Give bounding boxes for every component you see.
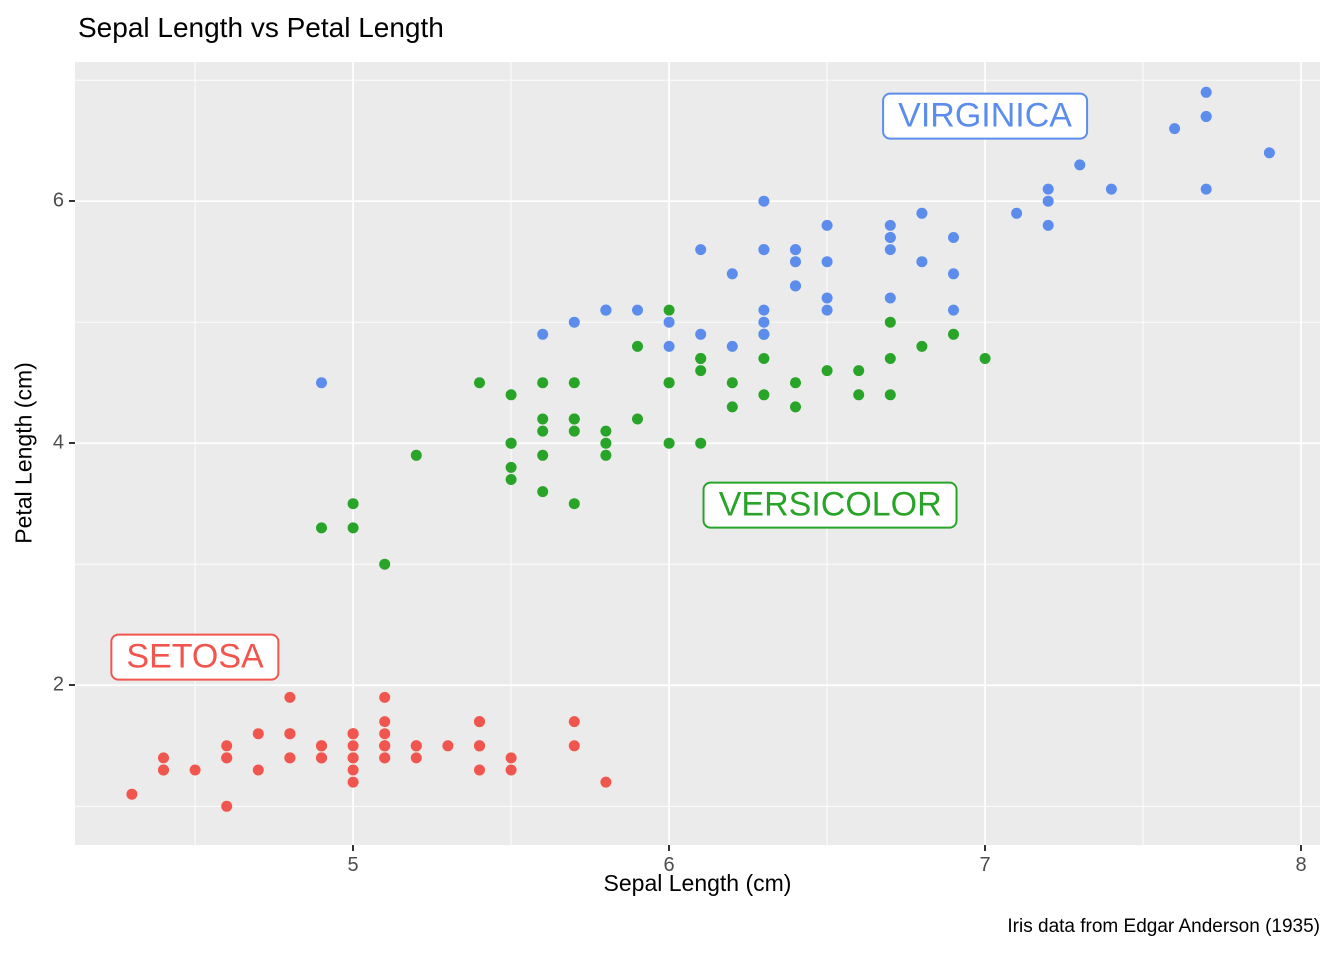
y-tick-mark: [69, 442, 75, 445]
x-axis-title: Sepal Length (cm): [603, 870, 792, 896]
x-tick-mark: [352, 845, 355, 851]
x-tick-label: 8: [1295, 854, 1307, 876]
y-tick-label: 2: [52, 673, 64, 696]
label-versicolor: VERSICOLOR: [702, 481, 958, 529]
y-tick-mark: [69, 200, 75, 203]
y-tick-label: 4: [52, 431, 64, 454]
x-tick-mark: [1300, 845, 1303, 851]
chart-caption: Iris data from Edgar Anderson (1935): [1007, 916, 1320, 937]
x-tick-label: 7: [979, 854, 991, 876]
label-setosa: SETOSA: [110, 634, 280, 681]
plot-svg: [75, 62, 1320, 845]
x-tick-label: 6: [663, 854, 675, 876]
y-tick-mark: [69, 684, 75, 687]
chart-title: Sepal Length vs Petal Length: [78, 12, 444, 43]
x-tick-mark: [668, 845, 671, 851]
x-tick-label: 5: [347, 854, 359, 876]
y-tick-label: 6: [52, 189, 64, 212]
plot-area: SETOSA VERSICOLOR VIRGINICA: [75, 62, 1320, 845]
label-virginica: VIRGINICA: [882, 93, 1088, 140]
x-tick-mark: [984, 845, 987, 851]
